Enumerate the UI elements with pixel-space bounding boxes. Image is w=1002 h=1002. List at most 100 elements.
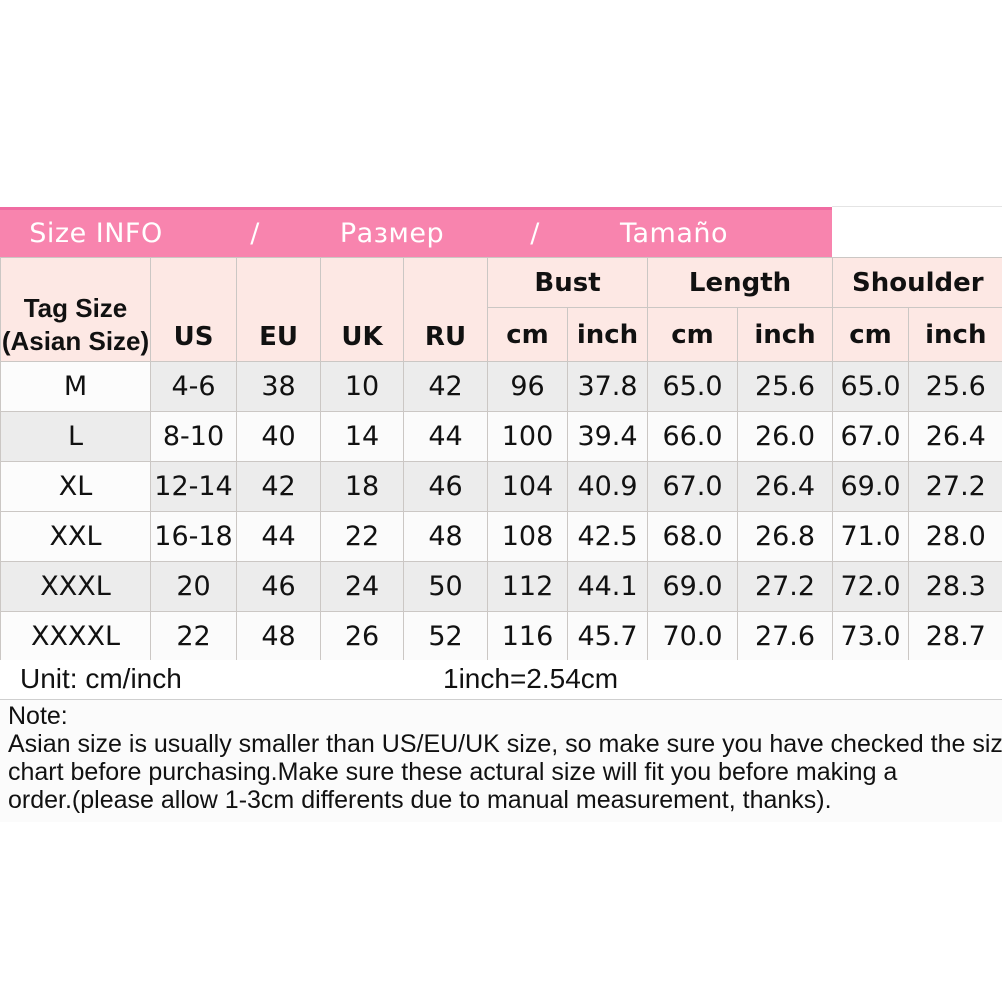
size-cell: 4-6 — [150, 361, 237, 412]
size-cell: 26.4 — [908, 411, 1002, 462]
size-cell: 12-14 — [150, 461, 237, 512]
table-row: XXXL 20 46 24 50 112 44.1 69.0 27.2 72.0… — [0, 561, 1002, 612]
size-cell: 22 — [150, 611, 237, 660]
size-cell: 27.2 — [908, 461, 1002, 512]
note-line: order.(please allow 1-3cm differents due… — [8, 786, 832, 814]
size-cell: 52 — [403, 611, 488, 660]
size-cell: 66.0 — [647, 411, 739, 462]
size-cell: 68.0 — [647, 511, 739, 562]
size-cell: 116 — [487, 611, 568, 660]
size-cell: 40 — [236, 411, 321, 462]
col-header-us: US — [150, 257, 237, 362]
conversion-label: 1inch=2.54cm — [443, 663, 619, 694]
size-cell: 48 — [236, 611, 321, 660]
table-row: XXXXL 22 48 26 52 116 45.7 70.0 27.6 73.… — [0, 611, 1002, 660]
size-cell: 26 — [320, 611, 404, 660]
size-cell: 112 — [487, 561, 568, 612]
size-cell: 26.0 — [737, 411, 834, 462]
table-row: XXL 16-18 44 22 48 108 42.5 68.0 26.8 71… — [0, 511, 1002, 562]
top-right-divider — [832, 206, 1002, 207]
size-cell: 24 — [320, 561, 404, 612]
size-info-banner: Size INFO / Размер / Tamaño — [0, 207, 832, 257]
size-cell: 20 — [150, 561, 237, 612]
tag-size-header: Tag Size (Asian Size) — [0, 257, 151, 362]
size-cell: XXL — [0, 511, 151, 562]
size-cell: 25.6 — [737, 361, 834, 412]
table-row: L 8-10 40 14 44 100 39.4 66.0 26.0 67.0 … — [0, 411, 1002, 462]
group-header-bust: Bust — [486, 257, 649, 308]
size-cell: XL — [0, 461, 151, 512]
size-cell: 16-18 — [150, 511, 237, 562]
size-cell: 46 — [403, 461, 488, 512]
size-cell: 27.2 — [737, 561, 834, 612]
subheader-shoulder-inch: inch — [908, 307, 1002, 362]
group-header-shoulder: Shoulder — [832, 257, 1002, 308]
size-cell: 44 — [403, 411, 488, 462]
size-cell: 37.8 — [566, 361, 649, 412]
size-cell: 40.9 — [566, 461, 649, 512]
size-cell: 27.6 — [737, 611, 834, 660]
size-cell: 28.7 — [908, 611, 1002, 660]
size-cell: XXXXL — [0, 611, 151, 660]
size-cell: 45.7 — [566, 611, 649, 660]
unit-row: Unit: cm/inch 1inch=2.54cm — [0, 660, 1002, 700]
size-cell: 70.0 — [647, 611, 739, 660]
group-header-length: Length — [647, 257, 834, 308]
col-header-eu: EU — [236, 257, 321, 362]
size-cell: 26.4 — [737, 461, 834, 512]
size-cell: 18 — [320, 461, 404, 512]
size-cell: 50 — [403, 561, 488, 612]
col-header-uk: UK — [320, 257, 404, 362]
size-cell: XXXL — [0, 561, 151, 612]
banner-title-ru: Размер — [339, 218, 445, 249]
subheader-length-inch: inch — [737, 307, 834, 362]
size-cell: 14 — [320, 411, 404, 462]
size-cell: 67.0 — [647, 461, 739, 512]
slash-separator: / — [250, 218, 260, 249]
size-cell: 69.0 — [832, 461, 910, 512]
size-cell: 65.0 — [832, 361, 910, 412]
table-row: XL 12-14 42 18 46 104 40.9 67.0 26.4 69.… — [0, 461, 1002, 512]
size-cell: 72.0 — [832, 561, 910, 612]
size-cell: 26.8 — [737, 511, 834, 562]
size-cell: 42 — [236, 461, 321, 512]
subheader-shoulder-cm: cm — [832, 307, 910, 362]
size-cell: 28.3 — [908, 561, 1002, 612]
tag-size-header-line2: (Asian Size) — [1, 325, 150, 356]
size-cell: 67.0 — [832, 411, 910, 462]
size-cell: 38 — [236, 361, 321, 412]
banner-title-en: Size INFO — [29, 218, 163, 249]
banner-title-es: Tamaño — [619, 218, 729, 249]
tag-size-header-line1: Tag Size — [23, 293, 128, 323]
size-cell: 69.0 — [647, 561, 739, 612]
subheader-bust-cm: cm — [487, 307, 568, 362]
size-cell: 22 — [320, 511, 404, 562]
size-cell: 71.0 — [832, 511, 910, 562]
size-cell: 25.6 — [908, 361, 1002, 412]
size-cell: 48 — [403, 511, 488, 562]
size-cell: 108 — [487, 511, 568, 562]
note-line: Asian size is usually smaller than US/EU… — [8, 730, 1002, 758]
size-cell: 44 — [236, 511, 321, 562]
note-section: Note: Asian size is usually smaller than… — [0, 700, 1002, 822]
size-cell: 46 — [236, 561, 321, 612]
size-cell: L — [0, 411, 151, 462]
size-cell: 42.5 — [566, 511, 649, 562]
table-row: M 4-6 38 10 42 96 37.8 65.0 25.6 65.0 25… — [0, 361, 1002, 412]
size-cell: 10 — [320, 361, 404, 412]
subheader-length-cm: cm — [647, 307, 739, 362]
size-table-container: Tag Size (Asian Size) US EU UK RU Bust L… — [0, 257, 1002, 660]
size-cell: 42 — [403, 361, 488, 412]
sub-header-row: cm inch cm inch cm inch — [1, 307, 1002, 362]
size-cell: 44.1 — [566, 561, 649, 612]
note-line: chart before purchasing.Make sure these … — [8, 758, 898, 786]
size-table: Tag Size (Asian Size) US EU UK RU Bust L… — [0, 257, 1002, 660]
size-cell: M — [0, 361, 151, 412]
unit-label: Unit: cm/inch — [20, 663, 182, 694]
group-header-row: Tag Size (Asian Size) US EU UK RU Bust L… — [0, 257, 1002, 362]
note-title: Note: — [8, 702, 68, 730]
size-cell: 65.0 — [647, 361, 739, 412]
size-cell: 39.4 — [566, 411, 649, 462]
size-cell: 73.0 — [832, 611, 910, 660]
